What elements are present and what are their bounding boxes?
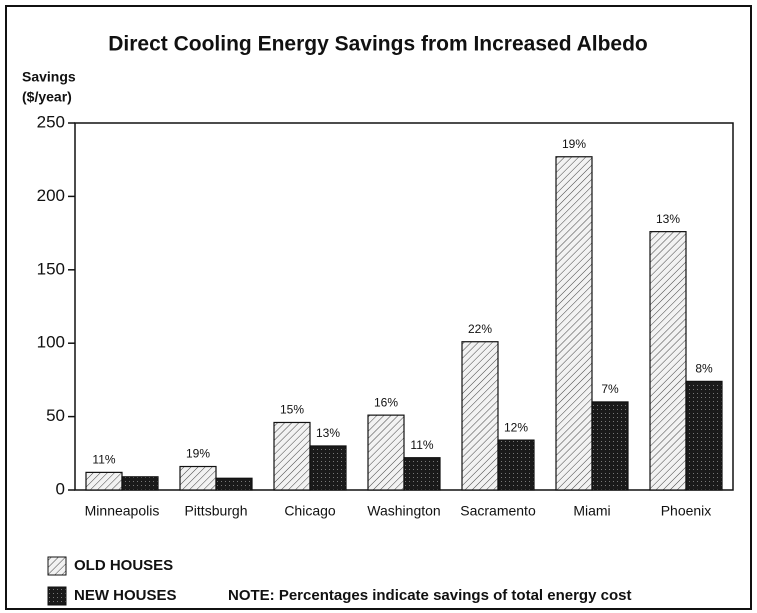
bar-annotation: 22% [468,322,492,336]
note: NOTE: Percentages indicate savings of to… [228,587,631,604]
bar [555,156,593,491]
bar-annotation: 11% [410,438,433,452]
y-axis-label: Savings [22,69,76,85]
bar-annotation: 7% [601,382,619,396]
bar-annotation: 19% [562,137,586,151]
x-tick-label: Washington [367,503,440,519]
bar [497,439,535,491]
bar [85,471,123,491]
bar-annotation: 16% [374,395,398,409]
chart-title: Direct Cooling Energy Savings from Incre… [108,33,648,56]
y-tick-label: 0 [56,479,65,498]
bar [215,477,253,491]
bar [309,445,347,491]
bar [403,457,441,491]
y-tick-label: 100 [37,333,65,352]
bar-annotation: 8% [695,362,713,376]
legend-swatch [47,586,67,606]
y-tick-label: 250 [37,112,65,131]
bar-annotation: 13% [656,212,680,226]
bar [367,414,405,491]
x-tick-label: Miami [573,503,610,519]
x-tick-label: Chicago [284,503,336,519]
bar-annotation: 15% [280,403,304,417]
bar [461,341,499,491]
bar-annotation: 19% [186,447,210,461]
y-tick-label: 150 [37,259,65,278]
bar-annotation: 12% [504,420,528,434]
legend-label: OLD HOUSES [74,557,173,574]
bar-annotation: 11% [92,453,115,467]
y-axis-label: ($/year) [22,89,72,105]
x-tick-label: Sacramento [460,503,536,519]
bar [685,380,723,491]
frame [5,5,752,610]
bar [179,465,217,491]
x-tick-label: Phoenix [661,503,712,519]
bar [649,231,687,491]
x-tick-label: Pittsburgh [184,503,247,519]
legend-label: NEW HOUSES [74,587,177,604]
y-tick-label: 50 [46,406,65,425]
y-tick-label: 200 [37,186,65,205]
bar-annotation: 13% [316,426,340,440]
bar [121,476,159,491]
x-tick-label: Minneapolis [85,503,160,519]
bar [591,401,629,491]
bar [273,421,311,491]
legend-swatch [47,556,67,576]
